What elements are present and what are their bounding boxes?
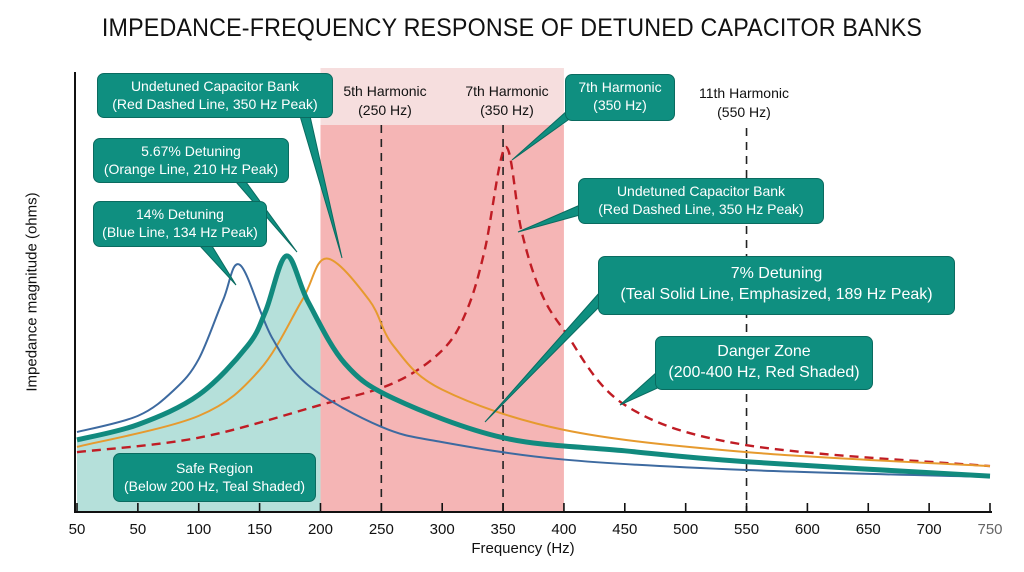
- series-line-5-67-detuning: [76, 257, 991, 468]
- harmonic-label-band: [320, 68, 564, 125]
- callout-title: 7th Harmonic: [578, 79, 662, 95]
- callout-undetuned-left: Undetuned Capacitor Bank (Red Dashed Lin…: [97, 73, 333, 118]
- harmonic-label-11th: 11th Harmonic (550 Hz): [699, 84, 789, 122]
- x-tick-label: 450: [612, 521, 637, 538]
- callout-title: Danger Zone: [717, 343, 811, 360]
- harmonic-name: 5th Harmonic: [343, 83, 427, 99]
- callout-detail: (Orange Line, 210 Hz Peak): [103, 161, 279, 177]
- x-tick-label: 300: [430, 521, 455, 538]
- callout-title: 14% Detuning: [136, 206, 224, 222]
- x-tick-label: 50: [130, 521, 147, 538]
- harmonic-label-7th: 7th Harmonic (350 Hz): [465, 82, 548, 120]
- x-tick-label: 200: [308, 521, 333, 538]
- x-tick-label: 750: [977, 521, 1002, 538]
- series-line-undetuned-capacitor-bank: [76, 145, 991, 468]
- callout-detail: (Below 200 Hz, Teal Shaded): [123, 478, 306, 494]
- callout-detail: (Red Dashed Line, 350 Hz Peak): [598, 201, 804, 217]
- chart-title: IMPEDANCE-FREQUENCY RESPONSE OF DETUNED …: [101, 14, 923, 42]
- series-line-7-detuning: [76, 253, 991, 479]
- callout-title: 5.67% Detuning: [141, 143, 241, 159]
- x-tick-label: 700: [917, 521, 942, 538]
- x-tick-label: 350: [491, 521, 516, 538]
- danger-zone-region: [320, 125, 564, 512]
- callout-detail: (Red Dashed Line, 350 Hz Peak): [112, 96, 318, 112]
- harmonic-freq: (350 Hz): [480, 102, 534, 118]
- harmonic-name: 7th Harmonic: [465, 83, 549, 99]
- callout-pointer: [198, 245, 237, 286]
- y-axis-label: Impedance magnitude (ohms): [23, 192, 41, 392]
- harmonic-label-5th: 5th Harmonic (250 Hz): [343, 82, 426, 120]
- callout-undetuned-right: Undetuned Capacitor Bank (Red Dashed Lin…: [578, 178, 824, 224]
- x-tick-label: 400: [551, 521, 576, 538]
- callout-detail: (200-400 Hz, Red Shaded): [668, 364, 860, 381]
- harmonic-freq: (250 Hz): [358, 102, 412, 118]
- x-tick-label: 600: [795, 521, 820, 538]
- x-tick-label: 650: [856, 521, 881, 538]
- harmonic-freq: (550 Hz): [717, 104, 771, 120]
- x-tick-label: 50: [69, 521, 86, 538]
- x-tick-label: 100: [186, 521, 211, 538]
- callout-detail: (Teal Solid Line, Emphasized, 189 Hz Pea…: [620, 286, 933, 303]
- callout-7-detuning: 7% Detuning (Teal Solid Line, Emphasized…: [598, 256, 955, 315]
- callout-detail: (350 Hz): [593, 97, 647, 113]
- x-tick-label: 150: [247, 521, 272, 538]
- callout-5-67-detuning: 5.67% Detuning (Orange Line, 210 Hz Peak…: [93, 138, 289, 183]
- callout-safe-region: Safe Region (Below 200 Hz, Teal Shaded): [113, 453, 316, 502]
- callout-title: Undetuned Capacitor Bank: [130, 78, 300, 94]
- callout-14-detuning: 14% Detuning (Blue Line, 134 Hz Peak): [93, 201, 267, 247]
- callout-danger-zone: Danger Zone (200-400 Hz, Red Shaded): [655, 336, 873, 390]
- series-line-14-detuning: [76, 263, 991, 479]
- callout-detail: (Blue Line, 134 Hz Peak): [102, 224, 258, 240]
- x-tick-label: 550: [734, 521, 759, 538]
- x-tick-label: 250: [369, 521, 394, 538]
- x-axis-label: Frequency (Hz): [471, 540, 575, 557]
- x-tick-label: 500: [673, 521, 698, 538]
- callout-title: Safe Region: [175, 460, 254, 476]
- callout-title: Undetuned Capacitor Bank: [616, 183, 786, 199]
- harmonic-name: 11th Harmonic: [698, 85, 790, 101]
- safe-region: [77, 255, 321, 512]
- callout-title: 7% Detuning: [730, 265, 823, 282]
- callout-7th-harmonic: 7th Harmonic (350 Hz): [565, 74, 675, 121]
